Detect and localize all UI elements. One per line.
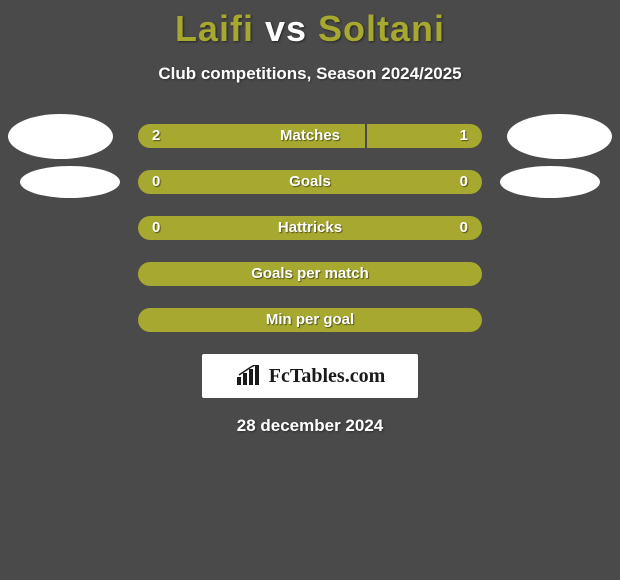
stat-label: Min per goal <box>138 308 482 332</box>
player-right-avatar <box>507 114 612 159</box>
stat-label: Hattricks <box>138 216 482 240</box>
player-right-name: Soltani <box>318 8 445 49</box>
stat-bar: Min per goal <box>138 308 482 332</box>
stat-bar: 00Goals <box>138 170 482 194</box>
vs-separator: vs <box>265 8 307 49</box>
stat-row: 00Goals <box>0 170 620 194</box>
stat-bar: 21Matches <box>138 124 482 148</box>
site-logo[interactable]: FcTables.com <box>202 354 418 398</box>
player-left-avatar <box>8 114 113 159</box>
stat-bar: Goals per match <box>138 262 482 286</box>
player-right-avatar <box>500 166 600 198</box>
logo-text: FcTables.com <box>269 365 385 388</box>
player-left-avatar <box>20 166 120 198</box>
date-label: 28 december 2024 <box>0 416 620 436</box>
stat-row: Min per goal <box>0 308 620 332</box>
stat-label: Goals <box>138 170 482 194</box>
bar-chart-icon <box>235 365 263 387</box>
stat-row: 21Matches <box>0 124 620 148</box>
stat-row: 00Hattricks <box>0 216 620 240</box>
stat-label: Goals per match <box>138 262 482 286</box>
page-title: Laifi vs Soltani <box>0 0 620 50</box>
stat-bar: 00Hattricks <box>138 216 482 240</box>
stat-row: Goals per match <box>0 262 620 286</box>
stats-container: 21Matches 00Goals 00Hattricks Goals per mat… <box>0 124 620 332</box>
stat-label: Matches <box>138 124 482 148</box>
player-left-name: Laifi <box>175 8 254 49</box>
subtitle: Club competitions, Season 2024/2025 <box>0 64 620 84</box>
